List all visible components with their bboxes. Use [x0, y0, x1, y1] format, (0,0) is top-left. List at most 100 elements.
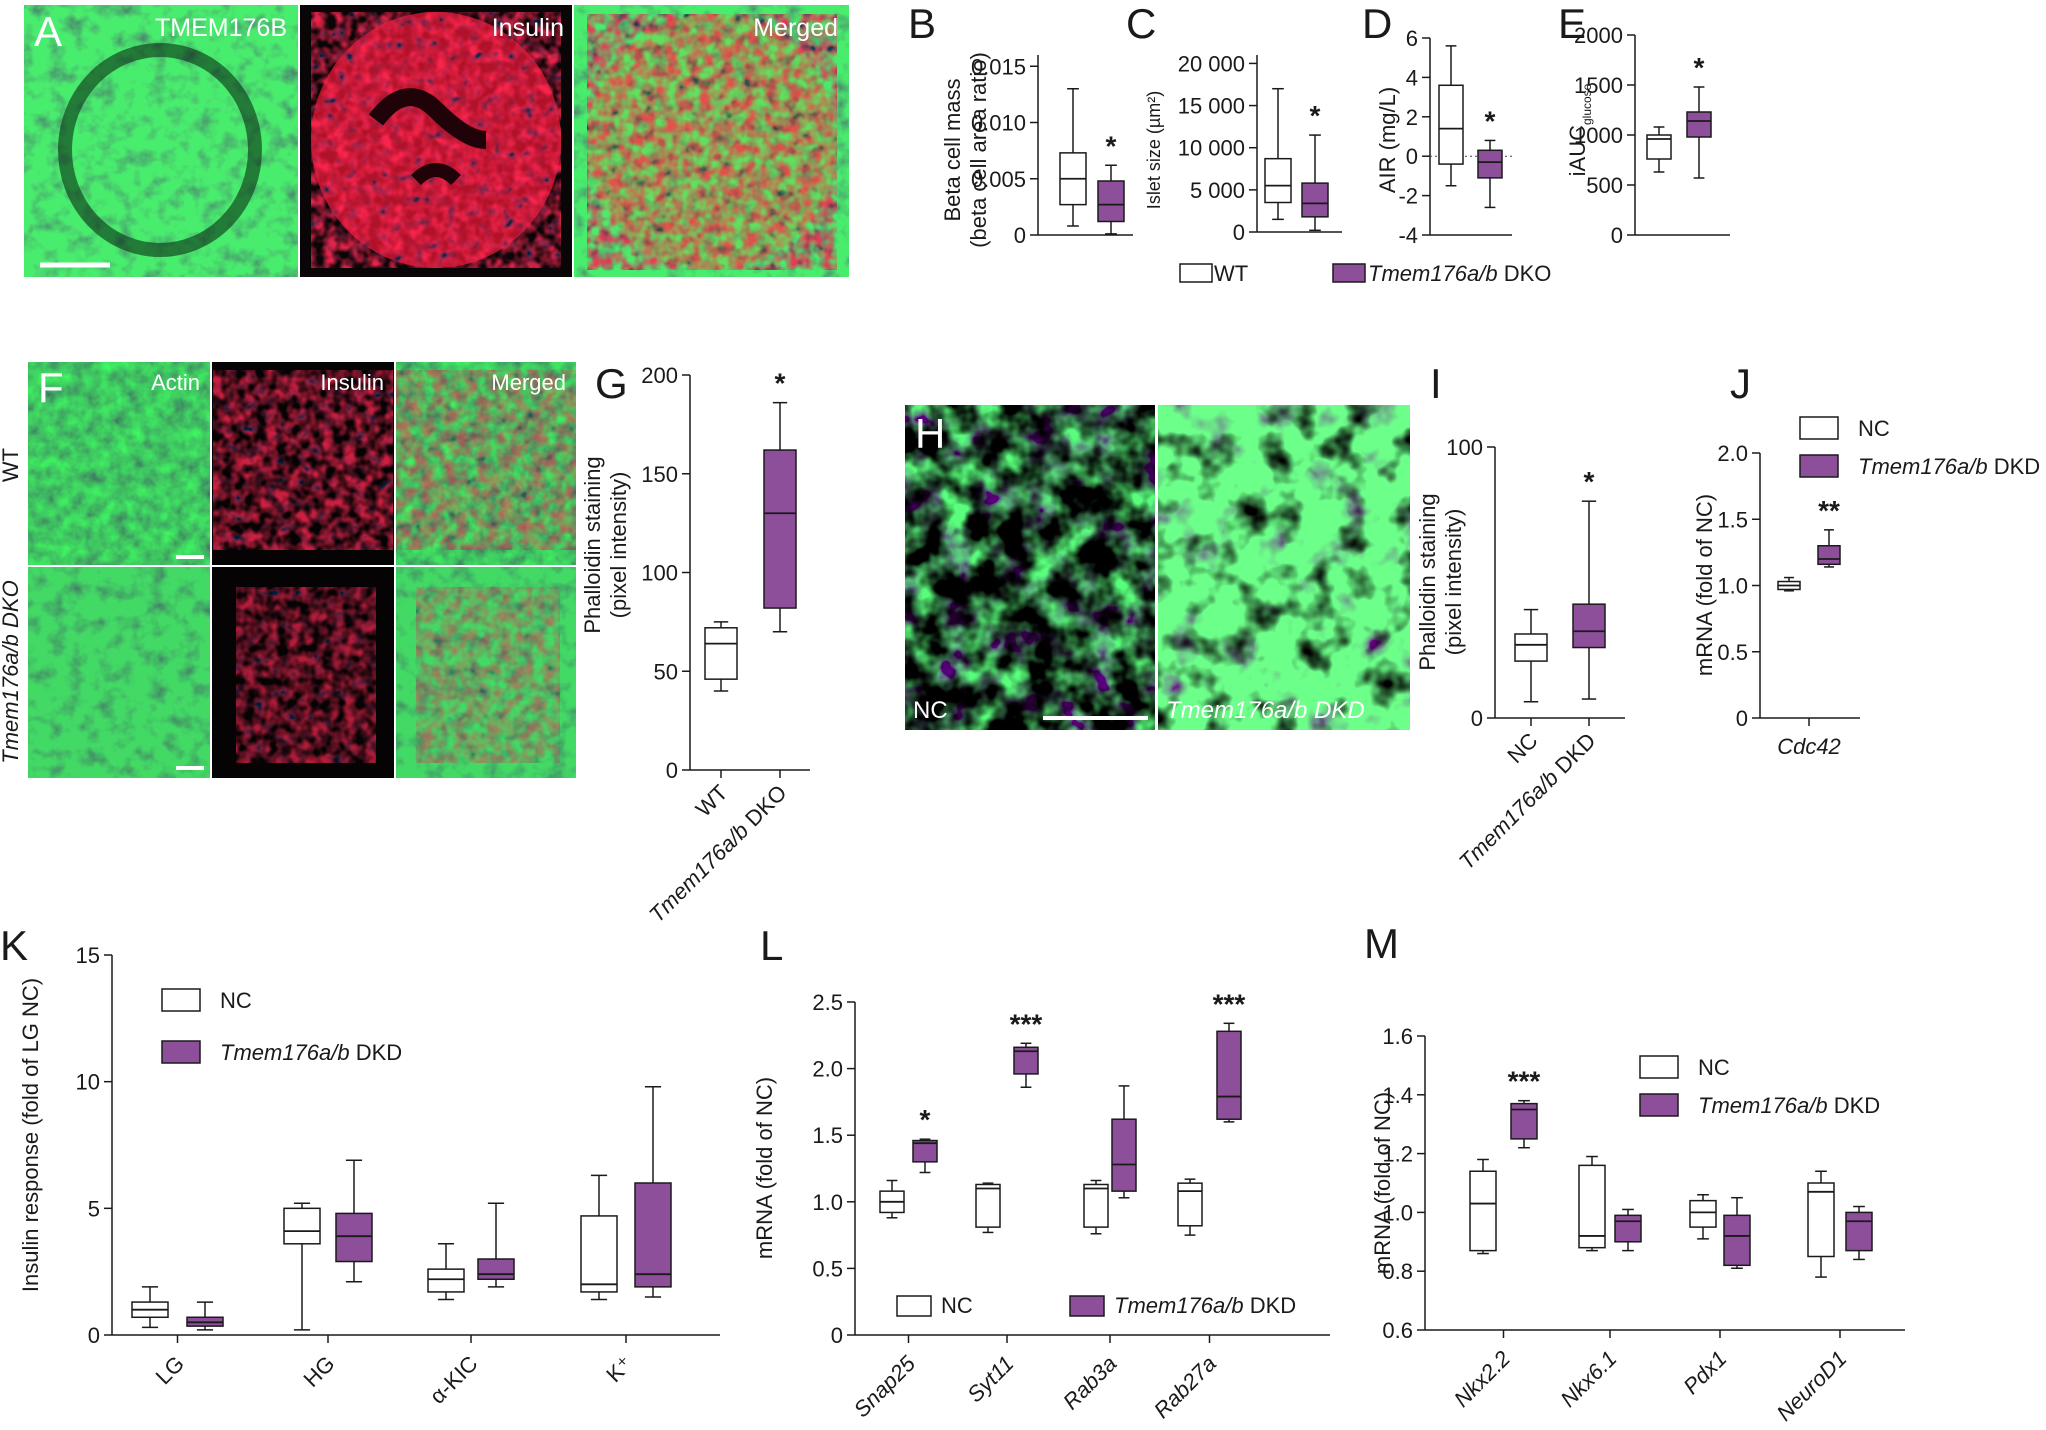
x-category-label: Syt11 — [962, 1351, 1018, 1407]
box-iqr — [1689, 1199, 1717, 1228]
legend-m-dkd-label-gene: Tmem176a/b — [1698, 1093, 1828, 1118]
y-tick-label: 0 — [1406, 144, 1418, 169]
legend-k-dkd-swatch — [161, 1040, 201, 1064]
panel-h-letter: H — [915, 410, 945, 457]
y-tick-label: 2.5 — [812, 990, 843, 1015]
y-tick-label: 2 — [1406, 105, 1418, 130]
significance-mark: * — [1694, 52, 1705, 83]
legend-k-dkd-label: Tmem176a/b DKD — [220, 1040, 402, 1065]
box-3 — [335, 1159, 373, 1283]
legend-dko-label: Tmem176a/b DKO — [1368, 261, 1551, 286]
y-axis-label: Islet size (µm²) — [1144, 91, 1164, 209]
box-iqr — [1807, 1182, 1835, 1258]
y-tick-label: 20 000 — [1178, 51, 1245, 76]
y-tick-label: 1.5 — [812, 1123, 843, 1148]
chart-m: M 1.6 1.4 1.2 1.0 0.8 0.6 mRNA (fold of NC) *** N… — [1364, 920, 1905, 1426]
panel-k-letter: K — [0, 922, 28, 969]
legend-j-nc-label: NC — [1858, 416, 1890, 441]
legend-k-dkd-label-suffix: DKD — [350, 1040, 403, 1065]
legend-k: NC Tmem176a/b DKD — [161, 988, 402, 1065]
x-category-label-gene: Tmem176a/b — [644, 818, 753, 927]
box-iqr — [1572, 603, 1606, 649]
y-axis-label: iAUCglucose — [1565, 83, 1594, 176]
box-4 — [427, 1243, 465, 1301]
x-category-label: NeuroD1 — [1772, 1346, 1852, 1426]
legend-j-dkd-label-suffix: DKD — [1988, 454, 2041, 479]
box-iqr — [1686, 111, 1712, 138]
box-0 — [1264, 87, 1292, 221]
y-axis-label: (beta cell area ratio) — [966, 52, 991, 248]
box-4 — [1083, 1179, 1109, 1235]
box-iqr — [1264, 157, 1292, 204]
box-iqr — [1083, 1183, 1109, 1228]
box-1 — [1817, 529, 1841, 568]
box-iqr — [283, 1207, 321, 1245]
panel-a-insulin-image — [300, 5, 572, 277]
significance-mark: *** — [1213, 988, 1246, 1019]
panel-h-label-nc: NC — [913, 697, 948, 724]
x-category-label: HG — [299, 1351, 340, 1392]
y-axis-label: (pixel intensity) — [1441, 509, 1466, 656]
box-iqr — [634, 1182, 672, 1288]
box-0 — [1777, 576, 1801, 592]
legend-j: NC Tmem176a/b DKD — [1799, 416, 2040, 479]
box-6 — [1177, 1178, 1203, 1236]
x-category-label: Snap25 — [849, 1350, 921, 1422]
box-iqr — [704, 627, 738, 680]
box-1 — [1097, 164, 1125, 235]
box-iqr — [1438, 84, 1464, 165]
y-tick-label: 5 000 — [1190, 178, 1245, 203]
box-iqr — [580, 1215, 618, 1293]
panel-a-label-tmem176b: TMEM176B — [155, 14, 287, 42]
legend-j-dkd-label: Tmem176a/b DKD — [1858, 454, 2040, 479]
y-tick-label: 0 — [1471, 706, 1483, 731]
y-axis-label: mRNA (fold of NC) — [752, 1077, 777, 1259]
y-tick-label: 10 — [76, 1070, 100, 1095]
legend-dko-swatch — [1332, 263, 1366, 283]
y-tick-label: 1500 — [1574, 73, 1623, 98]
significance-mark: * — [1310, 100, 1321, 131]
significance-mark: * — [1485, 105, 1496, 136]
y-axis-label-sub: glucose — [1580, 83, 1594, 125]
box-4 — [1689, 1194, 1717, 1240]
x-category-label: Rab27a — [1149, 1351, 1221, 1423]
y-axis-label: mRNA (fold of NC) — [1370, 1092, 1395, 1274]
legend-dko-gene: Tmem176a/b — [1368, 261, 1498, 286]
panel-a-label-merged: Merged — [753, 14, 838, 42]
chart-c: C 20 000 15 000 10 000 5 000 0 Islet size (µm²… — [1126, 0, 1342, 245]
legend-k-nc-label: NC — [220, 988, 252, 1013]
legend-l: NC Tmem176a/b DKD — [896, 1293, 1297, 1318]
y-axis-label: Insulin response (fold of LG NC) — [18, 978, 43, 1292]
x-category-label: Nkx6.1 — [1555, 1346, 1621, 1412]
box-1 — [1686, 86, 1712, 179]
legend-m-dkd-label-suffix: DKD — [1828, 1093, 1881, 1118]
box-7 — [1216, 1022, 1242, 1123]
panel-f-label-merged: Merged — [491, 370, 566, 395]
panel-c-letter: C — [1126, 0, 1156, 47]
y-tick-label: 2.0 — [1717, 441, 1748, 466]
legend-m-dkd-label: Tmem176a/b DKD — [1698, 1093, 1880, 1118]
y-tick-label: 2.0 — [812, 1057, 843, 1082]
y-tick-label: 0.010 — [971, 111, 1026, 136]
box-6 — [1807, 1170, 1835, 1278]
y-tick-label: 0 — [666, 758, 678, 783]
y-tick-label: 0.5 — [1717, 640, 1748, 665]
y-tick-label: -2 — [1398, 184, 1418, 209]
box-6 — [580, 1174, 618, 1301]
legend-dko-suffix: DKO — [1498, 261, 1552, 286]
y-tick-label: 10 000 — [1178, 136, 1245, 161]
box-1 — [186, 1301, 224, 1331]
legend-m-nc-label: NC — [1698, 1055, 1730, 1080]
significance-mark: * — [920, 1104, 931, 1135]
y-tick-label: 0 — [1611, 223, 1623, 248]
box-1 — [1510, 1099, 1538, 1149]
box-iqr — [1817, 545, 1841, 566]
significance-mark: * — [1106, 130, 1117, 161]
box-0 — [879, 1179, 905, 1219]
x-category-label: Nkx2.2 — [1449, 1346, 1515, 1412]
legend-l-nc-swatch — [896, 1295, 932, 1317]
legend-l-dkd-label-suffix: DKD — [1244, 1293, 1297, 1318]
box-1 — [1301, 134, 1329, 232]
box-5 — [1111, 1085, 1137, 1199]
